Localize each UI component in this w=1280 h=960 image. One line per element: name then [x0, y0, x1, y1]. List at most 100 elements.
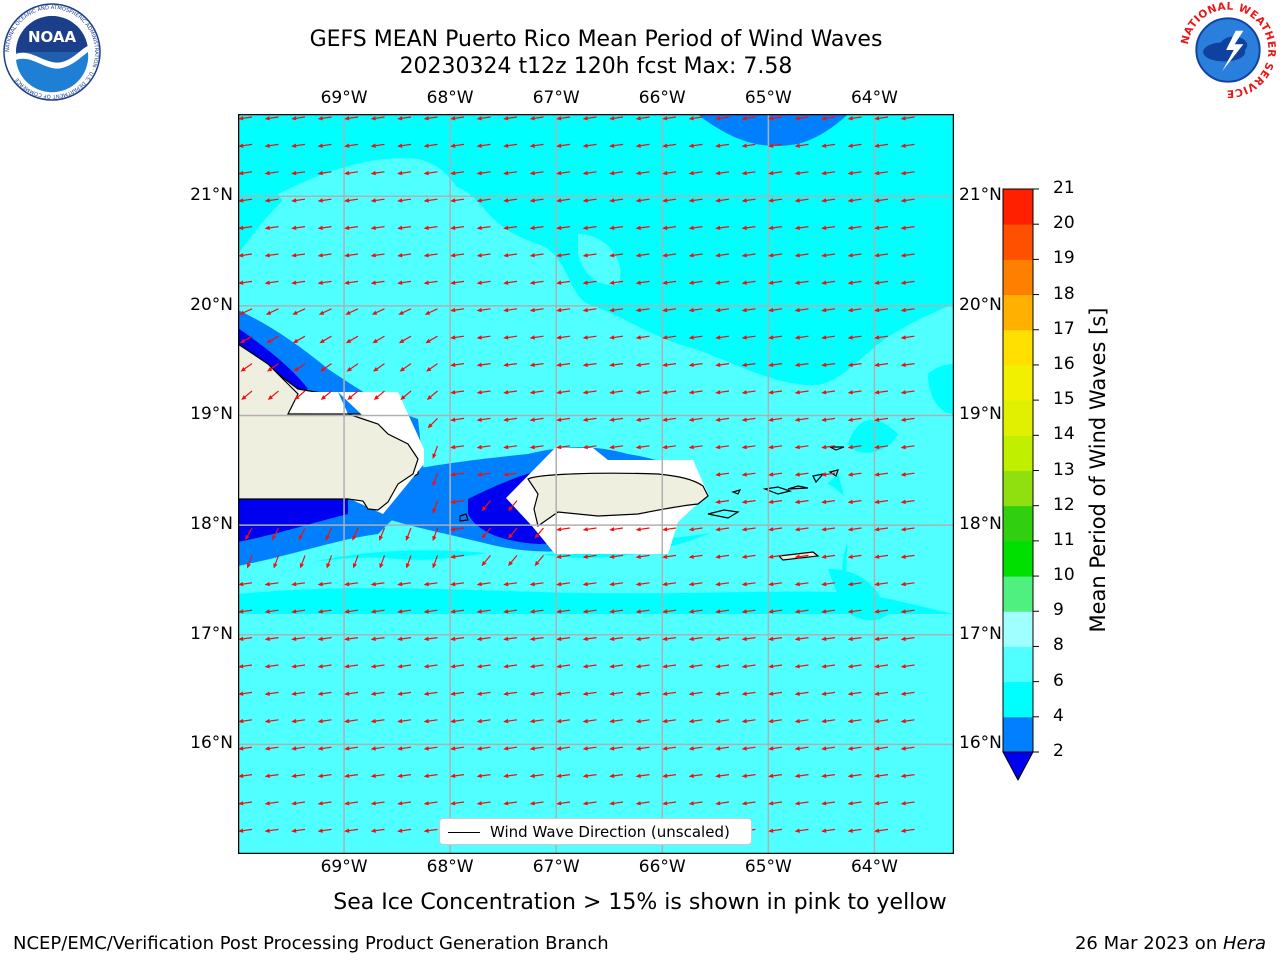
arrow-head [238, 718, 244, 724]
arrow-head [556, 116, 562, 121]
arrow-head [900, 170, 906, 176]
arrow-head [424, 310, 431, 315]
arrow-head [635, 170, 641, 176]
arrow-head [379, 535, 384, 541]
arrow-head [370, 691, 376, 696]
arrow-head [264, 746, 270, 751]
arrow-head [529, 225, 535, 231]
arrow-head [529, 362, 535, 368]
arrow-head [238, 691, 244, 696]
arrow-head [529, 636, 535, 642]
arrow-head [450, 527, 456, 532]
arrow-head [688, 636, 694, 642]
land-mask-region [288, 392, 348, 414]
arrow-head [264, 609, 270, 614]
arrow-head [847, 718, 853, 724]
arrow-head [715, 746, 721, 751]
arrow-head [715, 609, 721, 614]
arrow-head [794, 170, 800, 176]
arrow-head [662, 143, 668, 148]
arrow-head [794, 636, 800, 642]
arrow-head [794, 362, 800, 368]
arrow-head [317, 253, 323, 258]
arrow-head [874, 198, 880, 203]
footer-host: Hera [1222, 933, 1266, 954]
arrow-head [397, 828, 403, 833]
arrow-head [874, 828, 880, 833]
arrow-head [264, 773, 270, 779]
arrow-head [319, 338, 325, 344]
arrow-head [423, 773, 429, 779]
arrow-head [476, 801, 482, 806]
arrow-head [503, 472, 509, 477]
colorbar-extend-min [1002, 751, 1034, 782]
arrow-head [264, 801, 270, 806]
colorbar-tick-label: 18 [1053, 283, 1075, 304]
arrow-head [609, 718, 615, 724]
arrow-head [503, 718, 509, 724]
arrow-head [238, 116, 244, 121]
arrow-head [900, 636, 906, 642]
arrow-head [741, 280, 747, 285]
arrow-head [688, 417, 694, 422]
arrow-head [821, 335, 827, 340]
arrow-head [291, 198, 297, 203]
arrow-head [291, 636, 297, 642]
arrow-head [508, 533, 513, 539]
arrow-head [821, 307, 827, 313]
arrow-head [344, 664, 350, 669]
arrow-head [821, 718, 827, 724]
arrow-head [529, 198, 535, 203]
arrow-head [794, 143, 800, 148]
arrow-head [741, 746, 747, 751]
arrow-head [476, 581, 482, 587]
arrow-head [662, 718, 668, 724]
arrow-head [317, 636, 323, 642]
arrow-head [529, 335, 535, 340]
arrow-head [821, 527, 827, 532]
arrow-head [741, 636, 747, 642]
arrow-head [635, 143, 641, 148]
arrow-head [662, 773, 668, 779]
arrow-head [662, 664, 668, 669]
arrow-head [476, 362, 482, 368]
arrow-head [715, 417, 721, 422]
arrow-head [635, 527, 641, 532]
arrow-head [556, 609, 562, 614]
arrow-head [635, 691, 641, 696]
arrow-head [847, 362, 853, 368]
arrow-head [741, 417, 747, 422]
arrow-head [900, 554, 906, 559]
arrow-head [847, 280, 853, 285]
arrow-head [662, 609, 668, 614]
arrow-head [239, 338, 246, 344]
arrow-head [688, 801, 694, 806]
arrow-head [847, 417, 853, 422]
arrow-head [344, 773, 350, 779]
arrow-head [741, 170, 747, 176]
arrow-head [264, 664, 270, 669]
arrow-head [609, 170, 615, 176]
arrow-head [768, 198, 774, 203]
arrow-head [662, 691, 668, 696]
arrow-head [635, 417, 641, 422]
arrow-head [423, 609, 429, 614]
arrow-head [373, 395, 380, 400]
latitude-tick-label: 19°N [190, 404, 233, 425]
arrow-head [503, 143, 509, 148]
arrow-head [238, 198, 244, 203]
arrow-head [245, 534, 250, 541]
arrow-head [794, 664, 800, 669]
arrow-head [397, 143, 403, 148]
arrow-head [847, 664, 853, 669]
arrow-head [266, 338, 272, 344]
arrow-head [397, 773, 403, 779]
arrow-head [529, 581, 535, 587]
latitude-tick-label: 18°N [959, 514, 1002, 535]
arrow-head [291, 280, 297, 285]
arrow-head [794, 801, 800, 806]
arrow-head [609, 307, 615, 313]
arrow-head [900, 581, 906, 587]
arrow-head [556, 390, 562, 395]
arrow-head [503, 253, 509, 258]
